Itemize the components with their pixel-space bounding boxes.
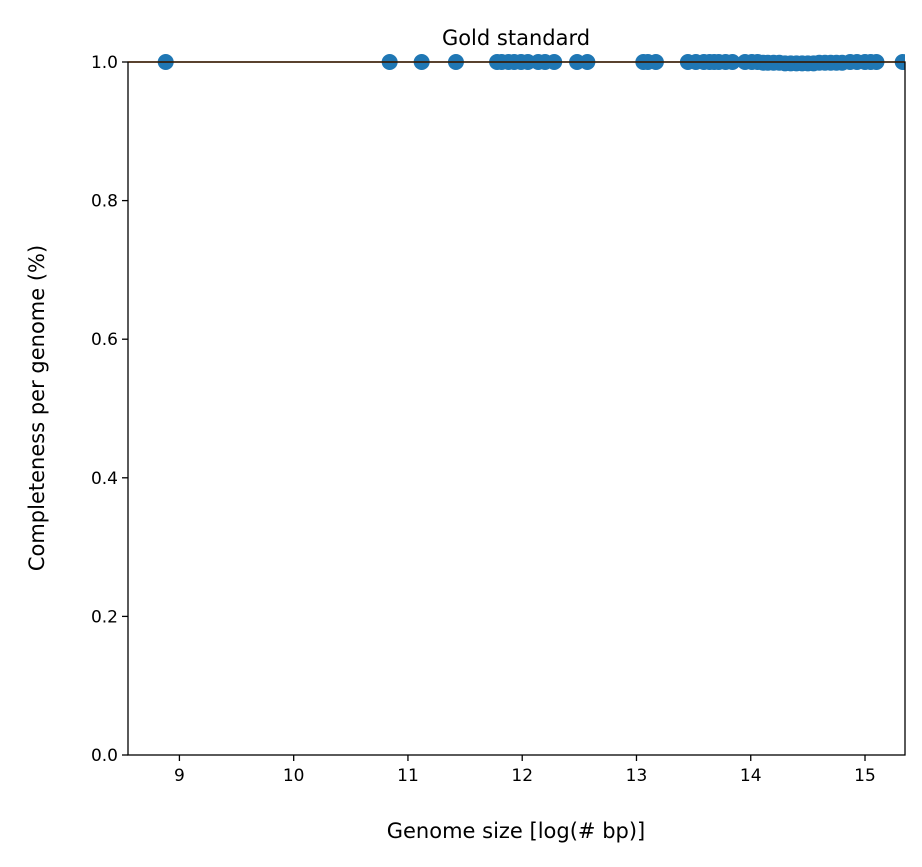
x-tick-label: 14 (740, 766, 762, 786)
x-tick-label: 12 (511, 766, 533, 786)
y-tick-label: 0.2 (91, 607, 118, 627)
x-axis-ticks: 9 10 11 12 13 14 15 (174, 755, 876, 786)
x-axis-label: Genome size [log(# bp)] (387, 819, 646, 843)
chart-title: Gold standard (442, 26, 590, 50)
y-tick-label: 1.0 (91, 53, 118, 73)
y-tick-label: 0.4 (91, 469, 118, 489)
y-axis-ticks: 0.0 0.2 0.4 0.6 0.8 1.0 (91, 53, 128, 766)
x-tick-label: 11 (397, 766, 419, 786)
y-tick-label: 0.8 (91, 192, 118, 212)
x-tick-label: 9 (174, 766, 185, 786)
y-axis-label: Completeness per genome (%) (25, 245, 49, 571)
y-tick-label: 0.0 (91, 746, 118, 766)
plot-frame (127, 61, 906, 756)
y-tick-label: 0.6 (91, 330, 118, 350)
x-tick-label: 13 (626, 766, 648, 786)
x-tick-label: 10 (283, 766, 305, 786)
x-tick-label: 15 (854, 766, 876, 786)
